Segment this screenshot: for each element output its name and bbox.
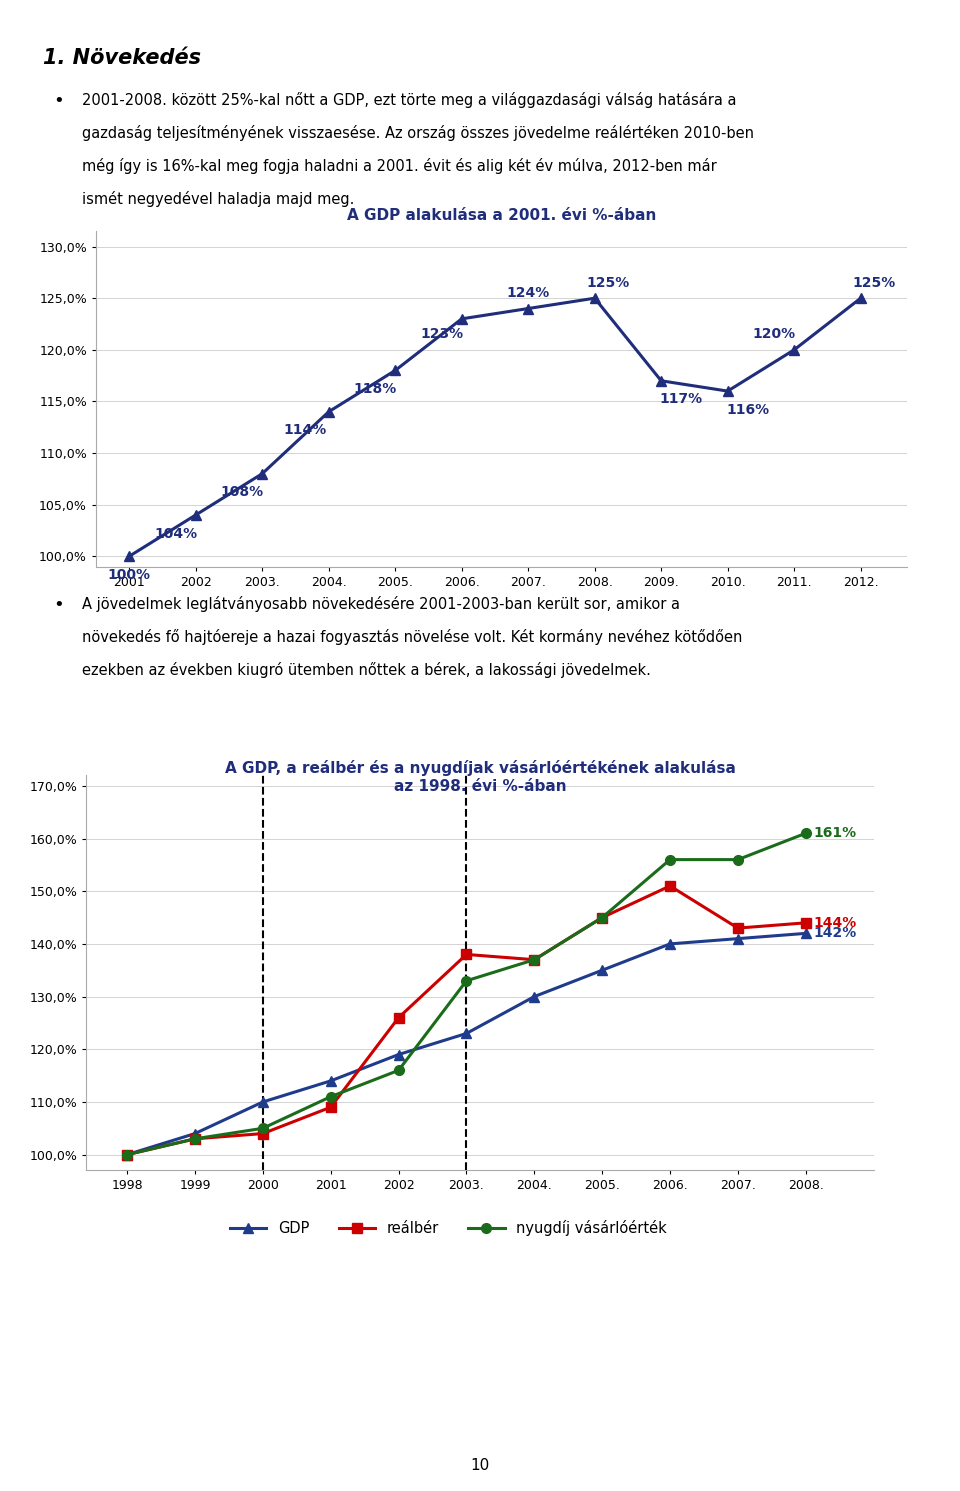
Text: 161%: 161%: [814, 826, 857, 841]
Text: 120%: 120%: [753, 328, 796, 341]
GDP: [529, 987, 540, 1005]
Text: A jövedelmek leglátványosabb növekedésére 2001-2003-ban került sor, amikor a: A jövedelmek leglátványosabb növekedésér…: [82, 596, 680, 613]
nyugdíj vásárlóérték: [257, 1120, 269, 1138]
reálbér: [596, 908, 608, 926]
Text: 118%: 118%: [353, 382, 396, 397]
Legend: GDP, reálbér, nyugdíj vásárlóérték: GDP, reálbér, nyugdíj vásárlóérték: [224, 1215, 673, 1242]
Text: ezekben az években kiugró ütemben nőttek a bérek, a lakossági jövedelmek.: ezekben az években kiugró ütemben nőttek…: [82, 662, 651, 678]
Text: 125%: 125%: [587, 276, 630, 289]
nyugdíj vásárlóérték: [189, 1130, 201, 1148]
Text: még így is 16%-kal meg fogja haladni a 2001. évit és alig két év múlva, 2012-ben: még így is 16%-kal meg fogja haladni a 2…: [82, 158, 716, 174]
Text: ismét negyedével haladja majd meg.: ismét negyedével haladja majd meg.: [82, 191, 354, 207]
nyugdíj vásárlóérték: [529, 951, 540, 969]
GDP: [324, 1072, 336, 1090]
Text: 117%: 117%: [660, 392, 703, 407]
reálbér: [324, 1099, 336, 1117]
reálbér: [393, 1009, 404, 1027]
Line: GDP: GDP: [122, 929, 810, 1160]
reálbér: [257, 1124, 269, 1142]
GDP: [461, 1024, 472, 1042]
Title: A GDP alakulása a 2001. évi %-ában: A GDP alakulása a 2001. évi %-ában: [347, 207, 657, 224]
nyugdíj vásárlóérték: [461, 972, 472, 990]
Text: gazdaság teljesítményének visszaesése. Az ország összes jövedelme reálértéken 20: gazdaság teljesítményének visszaesése. A…: [82, 125, 754, 142]
GDP: [257, 1093, 269, 1111]
Text: 142%: 142%: [814, 926, 857, 941]
Text: 1. Növekedés: 1. Növekedés: [43, 48, 202, 67]
nyugdíj vásárlóérték: [121, 1145, 132, 1163]
GDP: [664, 935, 676, 953]
GDP: [800, 924, 811, 942]
Text: A GDP, a reálbér és a nyugdíjak vásárlóértékének alakulása
az 1998. évi %-ában: A GDP, a reálbér és a nyugdíjak vásárlóé…: [225, 760, 735, 793]
Text: 10: 10: [470, 1458, 490, 1473]
Text: 124%: 124%: [507, 286, 550, 300]
reálbér: [800, 914, 811, 932]
Text: 2001-2008. között 25%-kal nőtt a GDP, ezt törte meg a világgazdasági válság hatá: 2001-2008. között 25%-kal nőtt a GDP, ez…: [82, 92, 736, 109]
Text: •: •: [53, 596, 63, 614]
nyugdíj vásárlóérték: [324, 1088, 336, 1106]
reálbér: [461, 945, 472, 963]
reálbér: [732, 918, 744, 936]
Text: 104%: 104%: [155, 526, 198, 541]
GDP: [732, 930, 744, 948]
GDP: [393, 1045, 404, 1063]
GDP: [596, 962, 608, 980]
nyugdíj vásárlóérték: [393, 1062, 404, 1079]
Text: 116%: 116%: [726, 403, 769, 416]
nyugdíj vásárlóérték: [596, 908, 608, 926]
nyugdíj vásárlóérték: [664, 851, 676, 869]
reálbér: [121, 1145, 132, 1163]
Line: reálbér: reálbér: [122, 881, 810, 1160]
nyugdíj vásárlóérték: [732, 851, 744, 869]
Text: 144%: 144%: [814, 915, 857, 930]
reálbér: [529, 951, 540, 969]
Line: nyugdíj vásárlóérték: nyugdíj vásárlóérték: [122, 829, 810, 1160]
Text: 100%: 100%: [108, 568, 151, 581]
GDP: [121, 1145, 132, 1163]
Text: 114%: 114%: [284, 423, 327, 437]
Text: növekedés fő hajtóereje a hazai fogyasztás növelése volt. Két kormány nevéhez kö: növekedés fő hajtóereje a hazai fogyaszt…: [82, 629, 742, 646]
reálbér: [189, 1130, 201, 1148]
Text: 108%: 108%: [221, 485, 264, 499]
GDP: [189, 1124, 201, 1142]
Text: 125%: 125%: [852, 276, 896, 289]
nyugdíj vásárlóérték: [800, 825, 811, 842]
Text: •: •: [53, 92, 63, 110]
Text: 123%: 123%: [420, 328, 464, 341]
reálbér: [664, 877, 676, 895]
